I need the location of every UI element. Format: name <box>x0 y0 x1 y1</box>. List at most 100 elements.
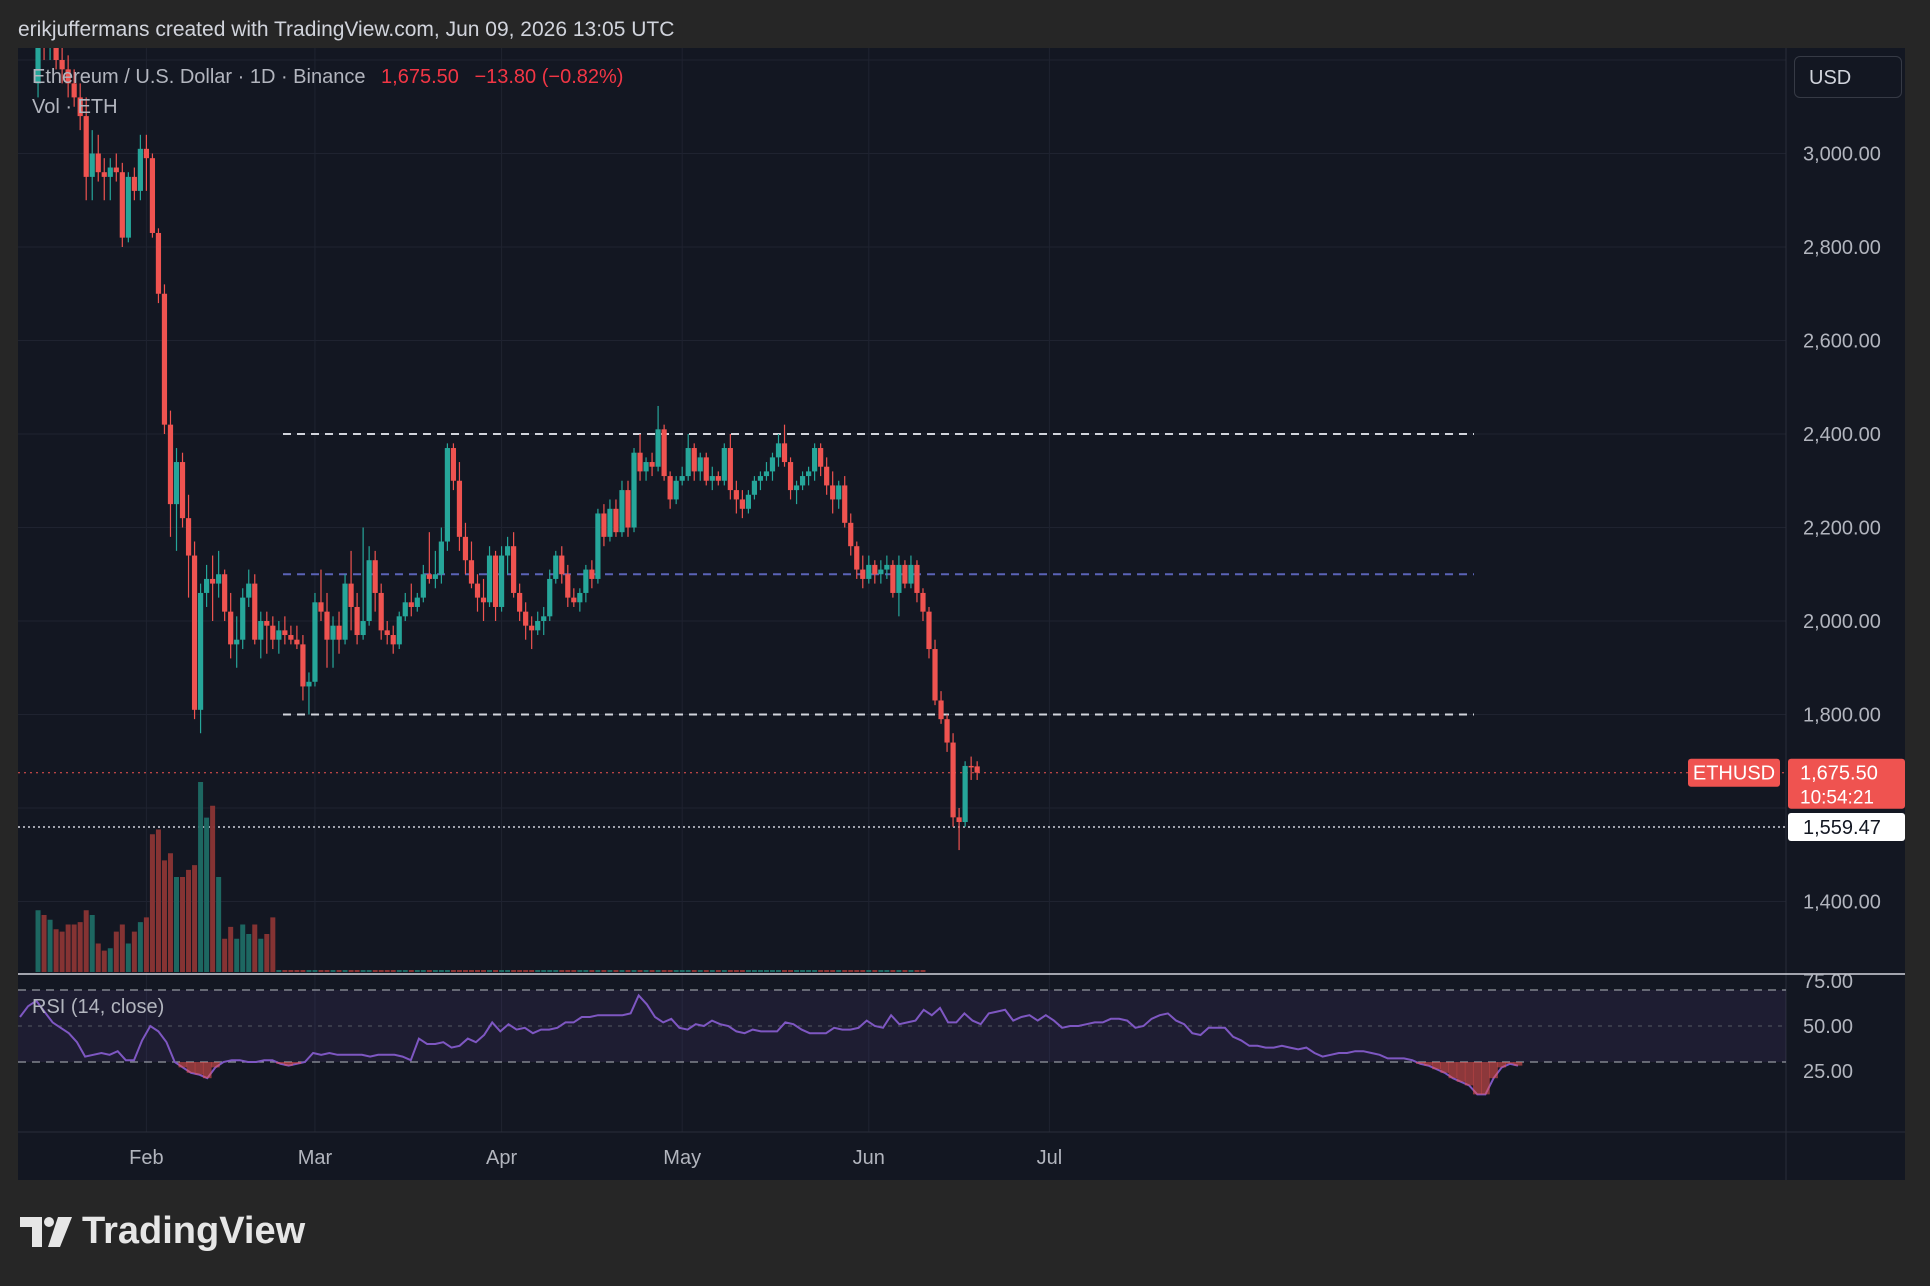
chart-svg[interactable]: 3,000.00 2,800.00 2,600.00 2,400.00 2,200.00… <box>18 13 1905 1180</box>
candle-body <box>366 560 372 621</box>
rsi-tick-label: 75.00 <box>1803 971 1853 993</box>
candle-body <box>914 564 920 593</box>
volume-bar <box>390 970 396 972</box>
last-price-label: 1,675.50 <box>1800 763 1878 785</box>
volume-bar <box>71 924 77 972</box>
candle-body <box>312 602 318 682</box>
volume-bar <box>378 970 384 972</box>
volume-bars <box>35 782 926 972</box>
candle-body <box>685 448 691 477</box>
tradingview-logo: TradingView <box>20 1210 305 1253</box>
volume-bar <box>661 970 667 972</box>
candle-body <box>432 574 438 579</box>
price-badges: ETHUSD 1,675.50 10:54:21 1,559.47 <box>1688 758 1905 841</box>
candle-body <box>637 452 643 472</box>
volume-bar <box>673 970 679 972</box>
symbol-legend[interactable]: Ethereum / U.S. Dollar · 1D · Binance 1,… <box>32 66 623 89</box>
volume-bar <box>161 860 167 972</box>
volume-bar <box>210 805 216 972</box>
candle-body <box>402 602 408 617</box>
candle-body <box>908 564 914 584</box>
volume-bar <box>667 970 673 972</box>
candle-body <box>926 611 932 650</box>
candle-body <box>559 555 565 575</box>
candle-body <box>643 462 649 472</box>
volume-bar <box>613 970 619 972</box>
candle-body <box>161 293 168 425</box>
volume-bar <box>330 970 336 972</box>
candle-body <box>318 602 324 612</box>
volume-bar <box>198 782 204 972</box>
candle-body <box>781 443 788 463</box>
rsi-legend[interactable]: RSI (14, close) <box>32 996 165 1018</box>
candle-body <box>848 522 854 547</box>
candle-body <box>577 592 583 603</box>
volume-bar <box>83 910 89 972</box>
attribution-text: erikjuffermans created with TradingView.… <box>18 18 675 41</box>
volume-bar <box>721 970 727 972</box>
candle-body <box>872 564 878 575</box>
candle-body <box>53 36 59 60</box>
candle-body <box>962 765 968 823</box>
volume-bar <box>119 924 125 972</box>
volume-bar <box>902 970 908 972</box>
candle-body <box>974 766 980 773</box>
volume-bar <box>769 970 775 972</box>
candle-body <box>137 148 143 191</box>
volume-bar <box>920 970 926 972</box>
candle-body <box>619 490 625 533</box>
candle-body <box>336 625 342 640</box>
candle-body <box>890 564 896 593</box>
volume-bar <box>908 970 914 972</box>
volume-bar <box>408 970 414 972</box>
volume-bar <box>733 970 739 972</box>
candle-body <box>613 508 619 533</box>
candle-body <box>179 462 186 519</box>
volume-bar <box>836 970 842 972</box>
currency-button[interactable]: USD <box>1794 56 1902 98</box>
volume-bar <box>462 970 468 972</box>
candle-body <box>462 536 469 561</box>
volume-bar <box>643 970 649 972</box>
volume-bar <box>607 970 613 972</box>
volume-bar <box>487 970 493 972</box>
candle-body <box>288 635 294 640</box>
candle-body <box>210 578 216 584</box>
volume-bar <box>167 853 173 972</box>
candle-body <box>420 574 426 598</box>
volume-bar <box>288 970 294 972</box>
volume-bar <box>426 970 432 972</box>
candle-body <box>667 476 673 500</box>
candle-body <box>571 597 577 603</box>
volume-bar <box>35 910 41 972</box>
volume-bar <box>113 931 119 972</box>
candle-body <box>595 513 601 579</box>
volume-bar <box>715 970 721 972</box>
candle-body <box>155 232 162 294</box>
volume-bar <box>336 970 342 972</box>
candle-body <box>264 621 270 626</box>
candle-body <box>505 546 511 556</box>
candle-body <box>854 546 860 570</box>
time-tick-label: May <box>663 1147 701 1169</box>
candle-body <box>71 83 77 98</box>
volume-bar <box>763 970 769 972</box>
time-tick-label: Apr <box>486 1147 517 1169</box>
rsi-line <box>19 993 1519 1096</box>
volume-bar <box>757 970 763 972</box>
candle-body <box>896 564 902 593</box>
volume-bar <box>402 970 408 972</box>
volume-bar <box>294 970 300 972</box>
candle-body <box>306 681 312 687</box>
candle-body <box>884 564 890 570</box>
price-tick-label: 2,400.00 <box>1803 424 1881 446</box>
volume-legend[interactable]: Vol · ETH <box>32 96 118 118</box>
volume-bar <box>41 915 47 972</box>
candle-body <box>866 564 872 579</box>
volume-bar <box>782 970 788 972</box>
candle-body <box>523 611 529 626</box>
symbol-badge <box>1688 758 1780 787</box>
volume-bar <box>800 970 806 972</box>
chart-area[interactable]: 3,000.00 2,800.00 2,600.00 2,400.00 2,200.00… <box>18 13 1905 1180</box>
volume-bar <box>691 970 697 972</box>
